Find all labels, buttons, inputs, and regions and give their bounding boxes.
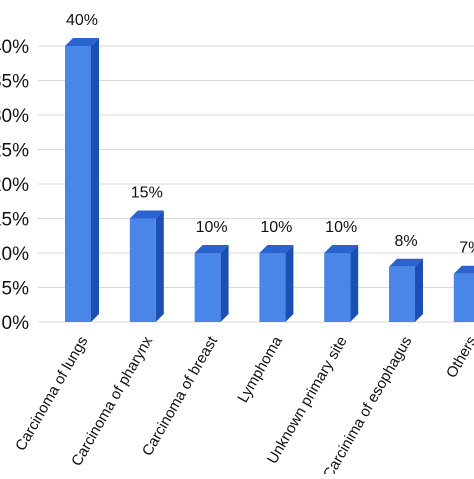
data-label: 8% (394, 233, 417, 250)
y-tick-label: 5% (2, 279, 30, 300)
bar (453, 265, 474, 322)
bar-front-face (453, 273, 474, 322)
data-label: 15% (131, 185, 163, 202)
bar-side-face (91, 38, 99, 322)
bar-front-face (259, 253, 286, 322)
bar-top-face (324, 245, 359, 253)
y-tick-label: 40% (0, 37, 29, 58)
bar-front-face (324, 253, 351, 322)
bar (194, 245, 229, 322)
bar-side-face (350, 245, 359, 322)
bar-side-face (155, 210, 164, 322)
data-label: 7% (459, 240, 474, 257)
data-label: 40% (66, 12, 98, 29)
bar-top-face (65, 38, 99, 46)
bar-front-face (389, 266, 415, 322)
bar-top-face (259, 245, 294, 253)
x-tick-label: Carcinoma of lungs (12, 334, 91, 454)
data-label: 10% (260, 219, 292, 236)
bar (389, 258, 423, 322)
gridlines (38, 45, 474, 323)
bar-front-face (65, 46, 91, 322)
bar-side-face (415, 258, 423, 322)
bar-side-face (220, 245, 229, 322)
bar (65, 38, 99, 322)
data-labels: 40% 15% 10% 10% 10% 8% 7% (66, 12, 474, 257)
y-tick-label: 15% (0, 210, 29, 231)
data-label: 10% (196, 219, 228, 236)
y-axis-tick-labels: 0% 5% 10% 15% 20% 25% 30% 35% 40% (0, 37, 29, 334)
y-tick-label: 25% (0, 141, 29, 162)
bar-top-face (453, 265, 474, 274)
y-tick-label: 35% (0, 72, 29, 93)
bar (129, 210, 164, 322)
bar-top-face (389, 258, 423, 267)
data-label: 10% (325, 219, 357, 236)
y-tick-label: 20% (0, 175, 29, 196)
bar-front-face (129, 218, 156, 322)
bar-top-face (194, 245, 229, 253)
bar (324, 245, 359, 322)
x-tick-label: Others (443, 334, 474, 381)
x-tick-label: Lymphoma (234, 333, 286, 406)
bar-side-face (285, 245, 294, 322)
y-tick-label: 10% (0, 244, 29, 265)
bars (65, 38, 474, 322)
x-tick-label: Carcinoma of breast (139, 333, 222, 459)
y-tick-label: 0% (2, 313, 30, 334)
y-tick-label: 30% (0, 106, 29, 127)
bar-front-face (194, 253, 221, 322)
bar (259, 245, 294, 322)
bar-top-face (129, 210, 164, 219)
